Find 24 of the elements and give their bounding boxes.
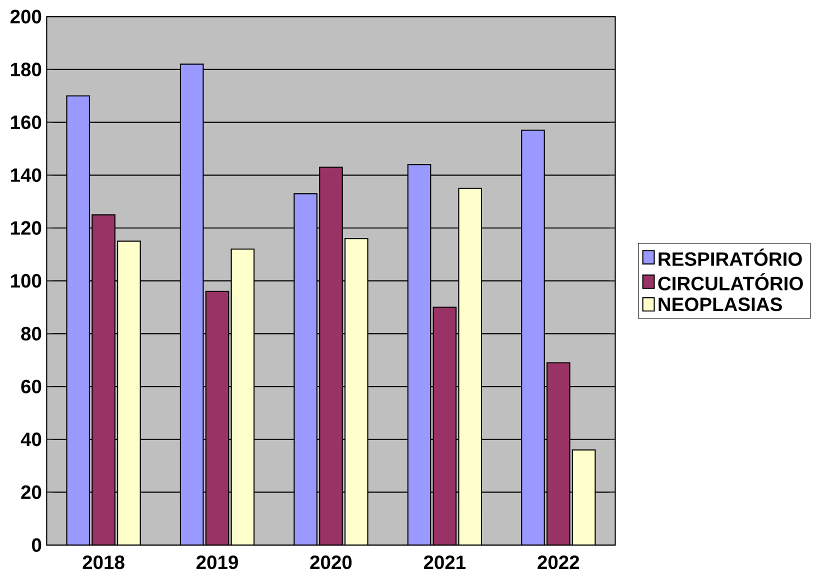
y-tick-label: 120 — [11, 221, 42, 235]
y-tick-label: 60 — [21, 380, 42, 394]
x-tick-label: 2020 — [310, 556, 352, 570]
y-tick-label: 100 — [11, 274, 42, 288]
x-tick-label: 2021 — [424, 556, 466, 570]
y-tick-label: 140 — [11, 168, 42, 182]
y-tick-label: 20 — [21, 485, 42, 500]
y-tick-label: 40 — [20, 432, 42, 446]
bar — [117, 240, 141, 546]
legend-label: CIRCULATÓRIO — [658, 273, 803, 290]
bar — [458, 188, 482, 546]
x-tick-label: 2022 — [538, 556, 580, 570]
y-tick-label: 200 — [10, 10, 42, 24]
bar — [344, 238, 368, 546]
x-tick-label: 2018 — [82, 556, 124, 570]
x-tick-label: 2019 — [196, 556, 238, 570]
y-tick-label: 160 — [11, 116, 42, 130]
y-tick-label: 180 — [11, 62, 42, 76]
legend-label: RESPIRATÓRIO — [658, 248, 802, 266]
bar — [572, 449, 596, 546]
y-tick-label: 80 — [21, 326, 42, 341]
y-tick-label: 0 — [32, 538, 42, 552]
legend-label: NEOPLASIAS — [658, 298, 782, 312]
bar — [230, 248, 255, 546]
